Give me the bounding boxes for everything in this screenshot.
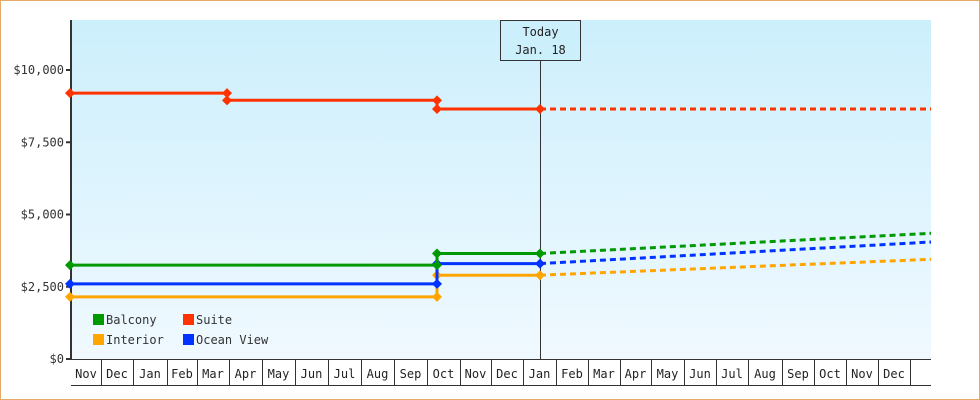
x-tick-label: Dec [883, 367, 905, 381]
x-tick-label: Oct [819, 367, 841, 381]
x-tick-label: May [657, 367, 679, 381]
x-tick-label: Nov [851, 367, 873, 381]
legend-item-suite: Suite [183, 313, 232, 327]
today-label: Today [522, 25, 558, 39]
x-tick-label: Aug [367, 367, 389, 381]
series-suite [65, 88, 931, 115]
x-tick-label: Jun [301, 367, 323, 381]
x-tick-label: Nov [465, 367, 487, 381]
legend-swatch [93, 334, 104, 345]
x-tick-label: Nov [75, 367, 97, 381]
legend-item-interior: Interior [93, 333, 164, 347]
legend-swatch [183, 334, 194, 345]
x-tick-label: Mar [593, 367, 615, 381]
series-lines [65, 88, 932, 302]
legend-label: Ocean View [196, 333, 269, 347]
x-tick-label: Aug [754, 367, 776, 381]
x-tick-label: Jun [689, 367, 711, 381]
today-date: Jan. 18 [515, 43, 566, 57]
legend-swatch [93, 314, 104, 325]
plot-area [71, 20, 931, 359]
y-tick-label: $7,500 [21, 135, 64, 149]
x-tick-label: Jul [334, 367, 356, 381]
legend-item-ocean-view: Ocean View [183, 333, 269, 347]
x-tick-label: Apr [235, 367, 257, 381]
x-tick-label: Sep [400, 367, 422, 381]
legend-label: Suite [196, 313, 232, 327]
x-tick-label: Apr [625, 367, 647, 381]
x-tick-label: Jan [529, 367, 551, 381]
x-tick-label: Dec [106, 367, 128, 381]
x-tick-label: Feb [171, 367, 193, 381]
y-tick-label: $0 [50, 352, 64, 366]
legend-item-balcony: Balcony [93, 313, 157, 327]
x-tick-label: Sep [787, 367, 809, 381]
y-tick-label: $2,500 [21, 280, 64, 294]
x-axis: Nov Dec Jan Feb Mar Apr May Jun Jul Aug Sep Oct Nov D… [71, 359, 931, 386]
x-tick-label: Dec [496, 367, 518, 381]
x-tick-label: Mar [202, 367, 224, 381]
x-tick-label: Oct [433, 367, 455, 381]
series-balcony [65, 231, 932, 271]
legend-label: Balcony [106, 313, 157, 327]
y-tick-label: $5,000 [21, 208, 64, 222]
x-tick-label: Jan [139, 367, 161, 381]
legend-label: Interior [106, 333, 164, 347]
today-marker: Today Jan. 18 [500, 20, 581, 359]
legend: Balcony Suite Interior Ocean View [93, 313, 269, 347]
x-tick-label: Jul [721, 367, 743, 381]
x-tick-label: May [268, 367, 290, 381]
x-tick-label: Feb [561, 367, 583, 381]
legend-swatch [183, 314, 194, 325]
y-axis: $0 $2,500 $5,000 $7,500 $10,000 [13, 20, 72, 366]
y-tick-label: $10,000 [13, 63, 64, 77]
